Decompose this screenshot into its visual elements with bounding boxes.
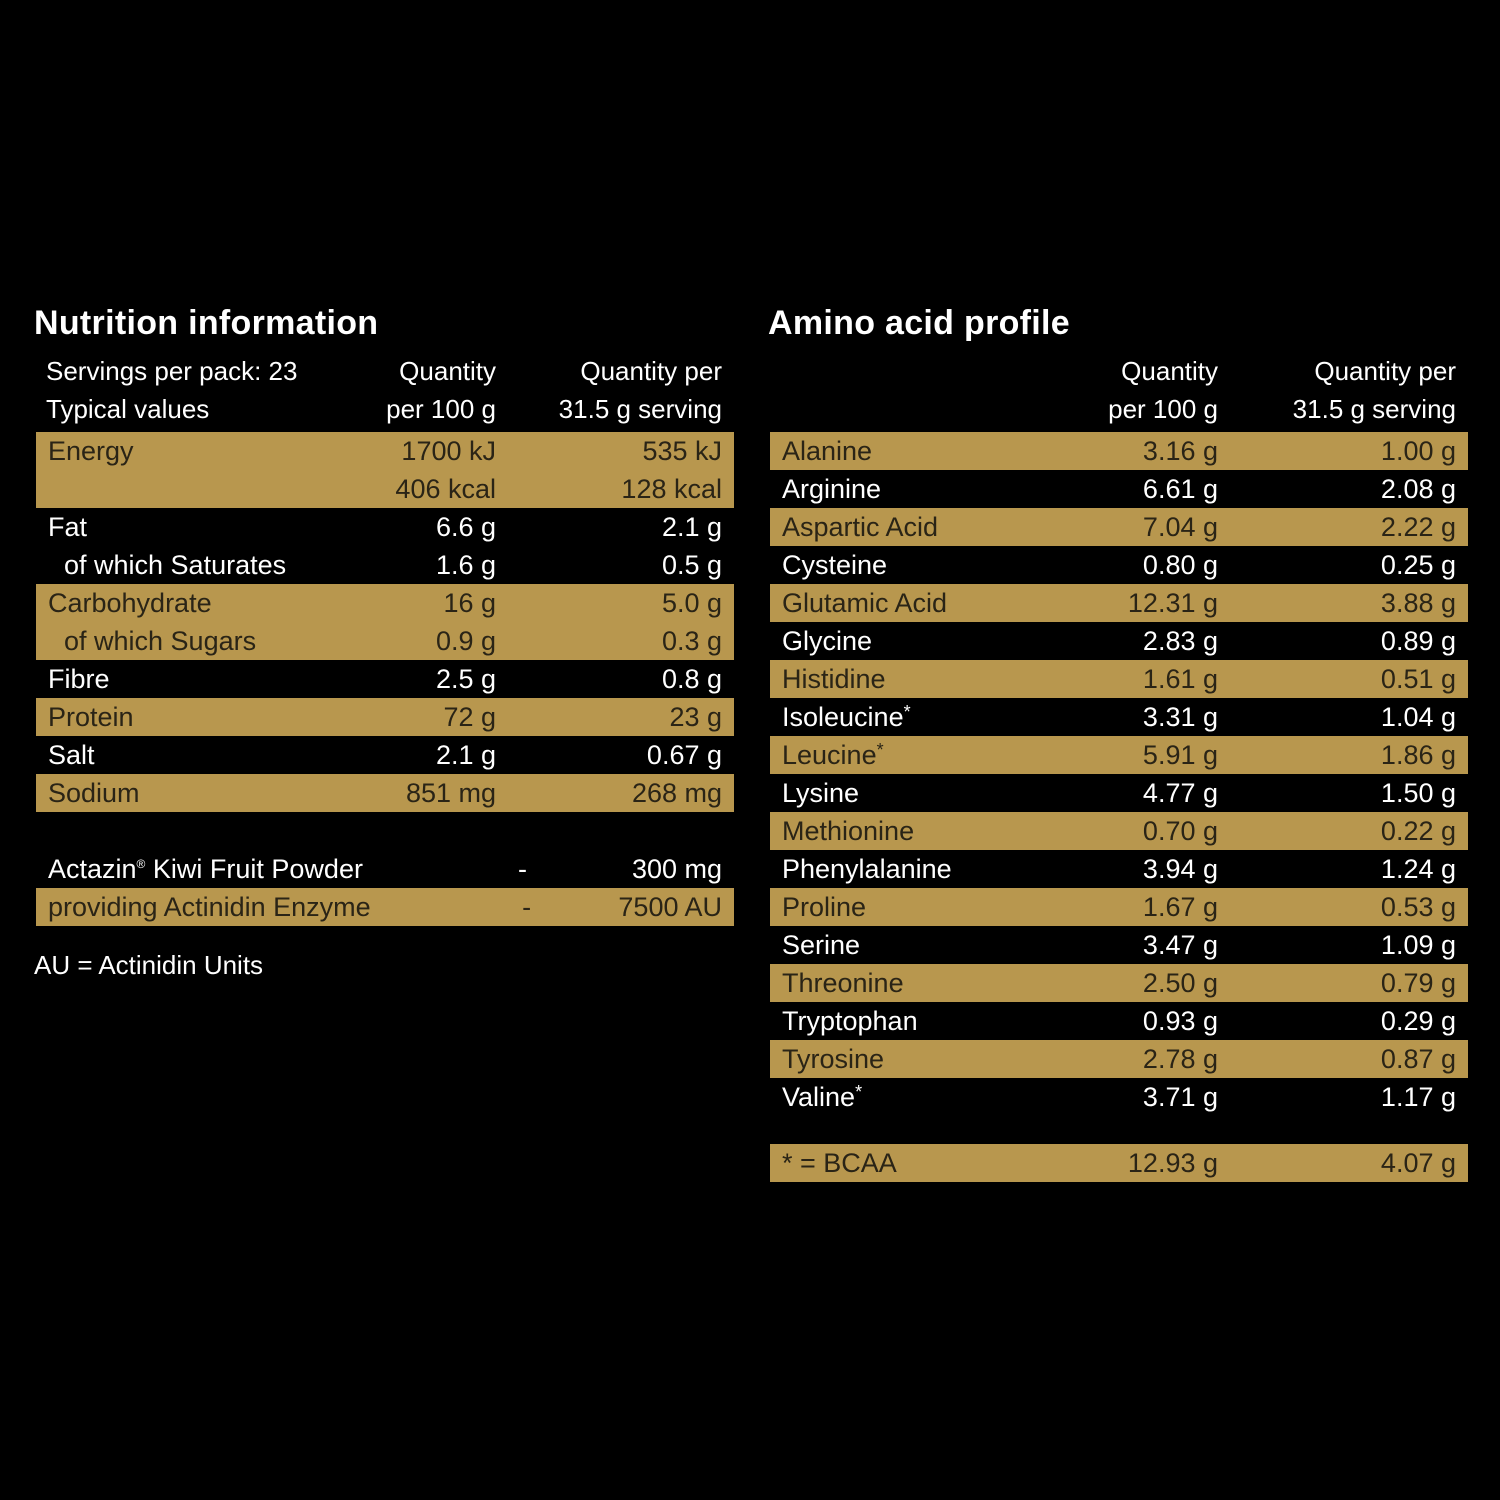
amino-table: Alanine 3.16 g 1.00 g Arginine 6.61 g 2.08 g A…	[770, 432, 1468, 1116]
table-row-phenylalanine: Phenylalanine 3.94 g 1.24 g	[782, 853, 1456, 884]
registered-mark: ®	[136, 856, 146, 871]
table-row-lysine: Lysine 4.77 g 1.50 g	[782, 777, 1456, 808]
table-row-actinidin: providing Actinidin Enzyme - 7500 AU	[36, 888, 734, 926]
table-row-tyrosine: Tyrosine 2.78 g 0.87 g	[770, 1040, 1468, 1078]
table-row-serine: Serine 3.47 g 1.09 g	[782, 929, 1456, 960]
nutrition-panel: Nutrition information Servings per pack:…	[34, 300, 734, 981]
amino-panel: Amino acid profile Quantity per 100 g Qu…	[768, 300, 1468, 1182]
table-row-arginine: Arginine 6.61 g 2.08 g	[782, 473, 1456, 504]
servings-per-pack: Servings per pack: 23	[46, 356, 298, 386]
amino-title: Amino acid profile	[768, 304, 1070, 342]
table-row-salt: Salt 2.1 g 0.67 g	[48, 739, 722, 770]
bcaa-asterisk: *	[876, 739, 884, 760]
au-footnote: AU = Actinidin Units	[34, 950, 264, 980]
spacer	[36, 812, 734, 850]
table-row-proline: Proline 1.67 g 0.53 g	[770, 888, 1468, 926]
table-row-bcaa: * = BCAA 12.93 g 4.07 g	[770, 1144, 1468, 1182]
table-row-fat: Fat 6.6 g 2.1 g	[48, 511, 722, 542]
table-row-methionine: Methionine 0.70 g 0.22 g	[770, 812, 1468, 850]
table-row-sugars: of which Sugars 0.9 g 0.3 g	[36, 622, 734, 660]
table-row-carbohydrate: Carbohydrate 16 g 5.0 g	[36, 584, 734, 622]
bcaa-asterisk: *	[855, 1081, 863, 1102]
table-row-glycine: Glycine 2.83 g 0.89 g	[782, 625, 1456, 656]
bcaa-asterisk: *	[903, 701, 911, 722]
table-row-fibre: Fibre 2.5 g 0.8 g	[48, 663, 722, 694]
table-row-glutamic-acid: Glutamic Acid 12.31 g 3.88 g	[770, 584, 1468, 622]
nutrition-table: Energy 1700 kJ 406 kcal 535 kJ 128 kcal …	[36, 432, 734, 926]
col-header-per100: Quantity per 100 g	[1108, 356, 1218, 424]
col-header-serving: Quantity per 31.5 g serving	[558, 356, 722, 424]
nutrition-header: Servings per pack: 23 Typical values Qua…	[34, 352, 734, 432]
table-row-protein: Protein 72 g 23 g	[36, 698, 734, 736]
table-row-alanine: Alanine 3.16 g 1.00 g	[770, 432, 1468, 470]
table-row-leucine: Leucine* 5.91 g 1.86 g	[770, 736, 1468, 774]
table-row-valine: Valine* 3.71 g 1.17 g	[782, 1081, 1456, 1112]
table-row-cysteine: Cysteine 0.80 g 0.25 g	[782, 549, 1456, 580]
table-row-saturates: of which Saturates 1.6 g 0.5 g	[64, 549, 722, 580]
table-row-actazin: Actazin® Kiwi Fruit Powder - 300 mg	[48, 853, 722, 884]
typical-values-label: Typical values	[46, 394, 210, 424]
table-row-sodium: Sodium 851 mg 268 mg	[36, 774, 734, 812]
table-row-histidine: Histidine 1.61 g 0.51 g	[770, 660, 1468, 698]
table-row-tryptophan: Tryptophan 0.93 g 0.29 g	[782, 1005, 1456, 1036]
table-row-isoleucine: Isoleucine* 3.31 g 1.04 g	[782, 701, 1456, 732]
col-header-per100: Quantity per 100 g	[386, 356, 496, 424]
table-row-threonine: Threonine 2.50 g 0.79 g	[770, 964, 1468, 1002]
table-row-energy: Energy 1700 kJ 406 kcal 535 kJ 128 kcal	[36, 432, 734, 508]
table-row-aspartic-acid: Aspartic Acid 7.04 g 2.22 g	[770, 508, 1468, 546]
amino-header: Quantity per 100 g Quantity per 31.5 g s…	[768, 352, 1468, 432]
col-header-serving: Quantity per 31.5 g serving	[1292, 356, 1456, 424]
nutrition-title: Nutrition information	[34, 304, 379, 342]
